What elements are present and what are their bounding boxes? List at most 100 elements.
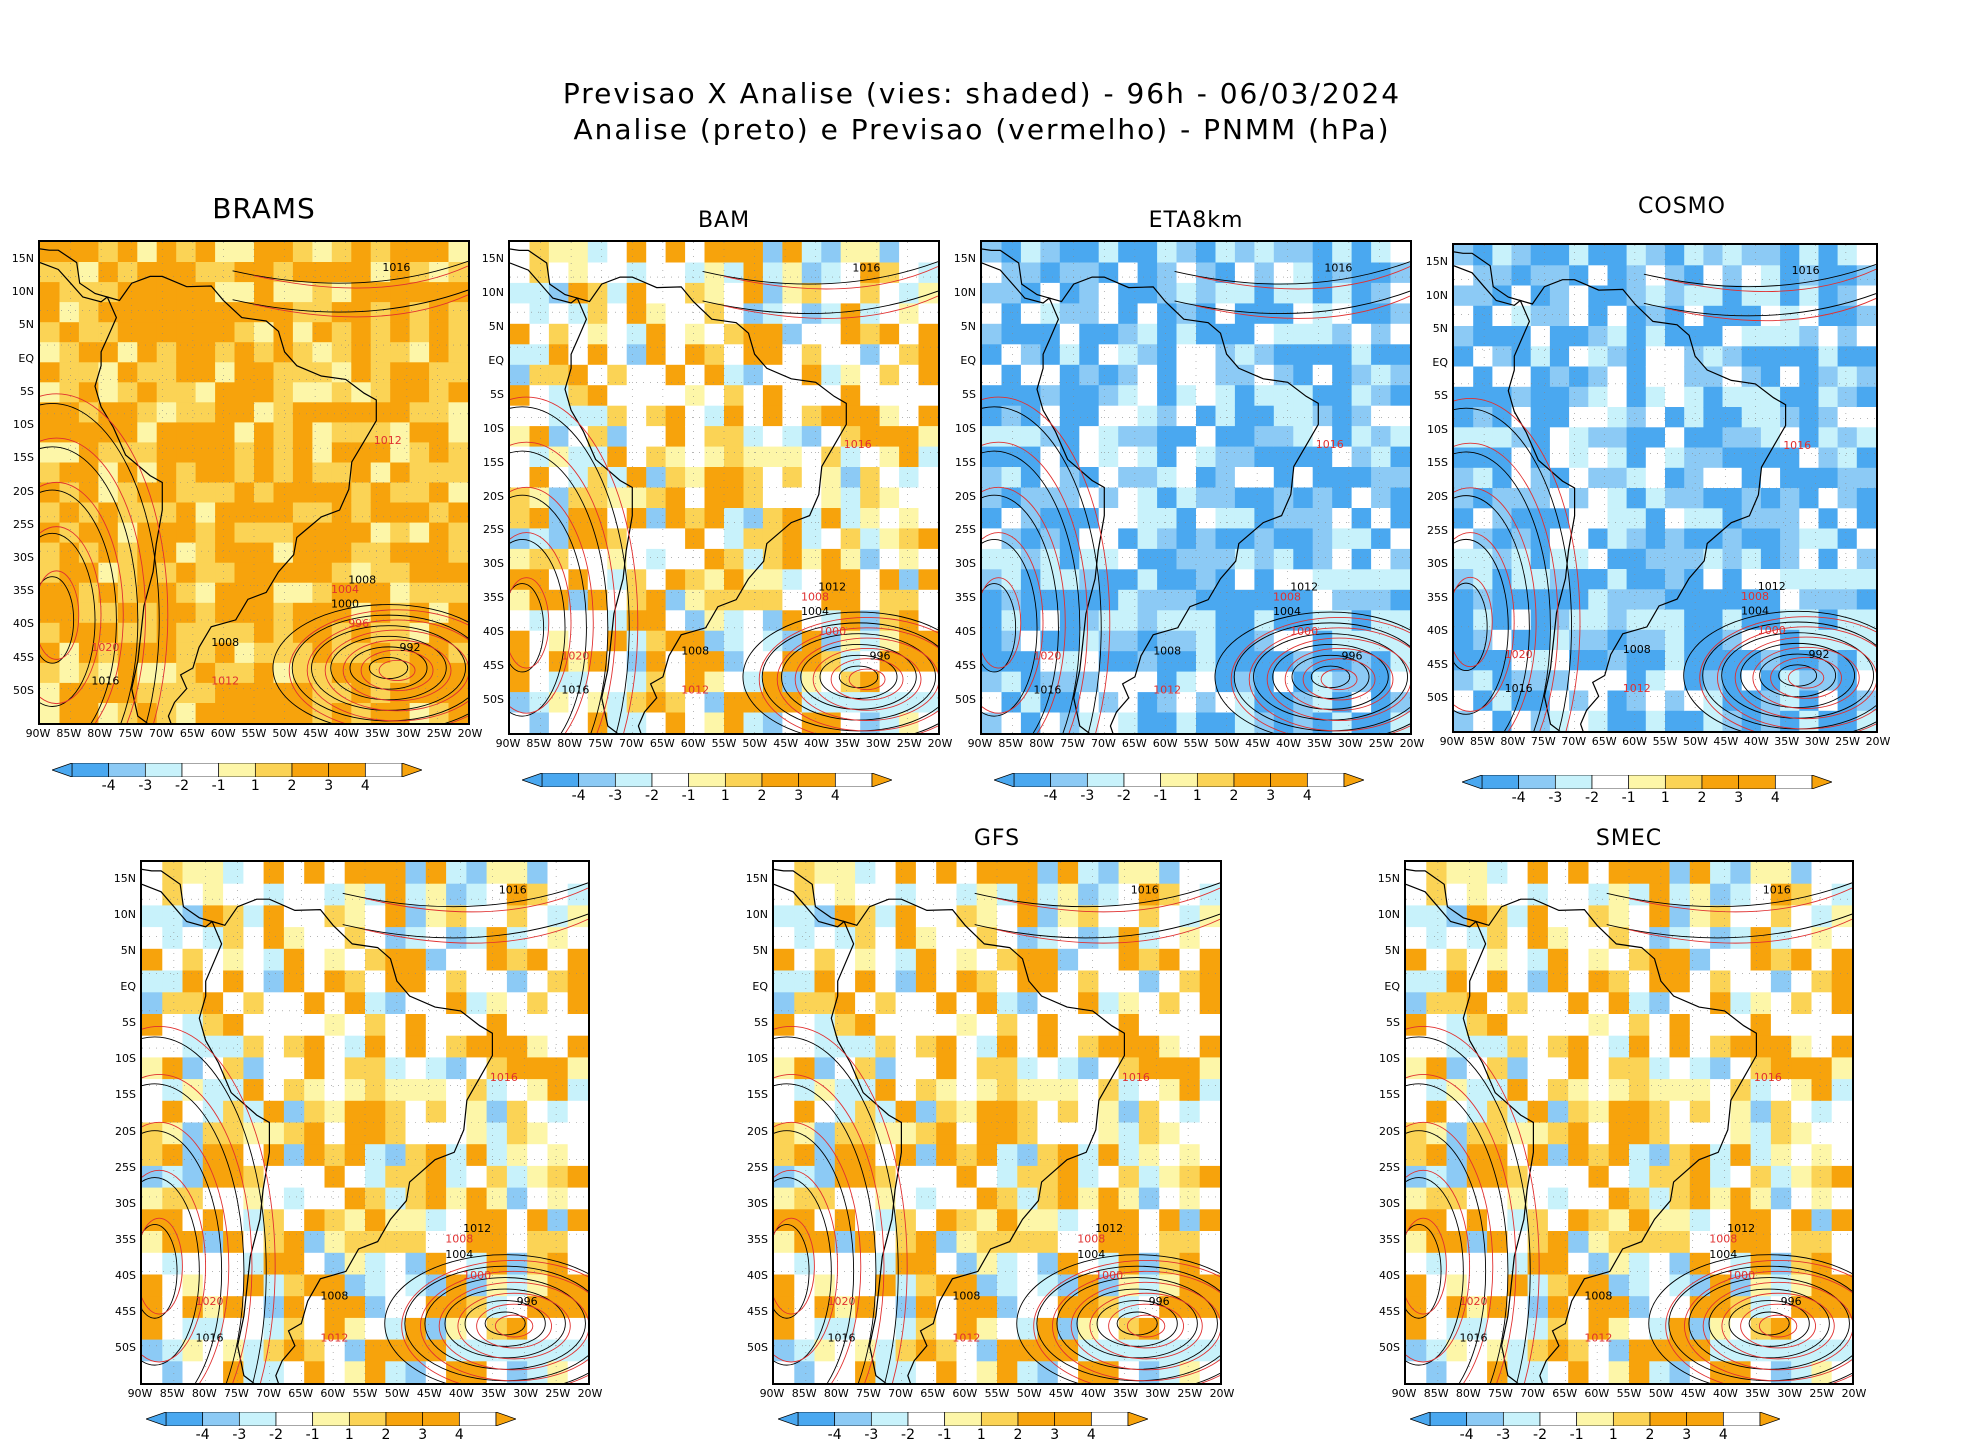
lat-tick-label: 10S [955, 421, 976, 435]
analysis-isobars [142, 882, 588, 1383]
colorbar [52, 763, 422, 777]
lat-tick-label: 40S [1379, 1268, 1400, 1282]
lon-tick-label: 55W [711, 737, 737, 750]
lat-tick-label: 45S [747, 1304, 768, 1318]
lon-tick-label: 50W [742, 737, 768, 750]
lon-tick-label: 85W [159, 1387, 185, 1400]
colorbar-tick-label: -2 [175, 778, 189, 794]
lon-tick-label: 55W [1652, 735, 1678, 748]
contour-label: 1000 [463, 1269, 491, 1282]
contour-label: 1016 [1122, 1071, 1150, 1084]
lon-tick-label: 70W [148, 727, 174, 740]
contour-label: 1004 [1077, 1248, 1105, 1261]
contour-label: 1000 [1290, 625, 1318, 638]
map-frame: 1016 1016 1012 1008 1004 1000 996 1020 1016 1012 1… [140, 860, 590, 1385]
lat-tick-label: 10N [953, 285, 976, 299]
lat-tick-label: 50S [747, 1340, 768, 1354]
lon-tick-label: 90W [967, 737, 993, 750]
contour-label: 1000 [1095, 1269, 1123, 1282]
lon-tick-label: 60W [1152, 737, 1178, 750]
contour-label: 1020 [1505, 648, 1533, 661]
bias-shading [1406, 862, 1852, 1383]
lat-tick-label: 25S [115, 1160, 136, 1174]
lon-tick-label: 30W [1777, 1387, 1803, 1400]
contour-label: 1012 [211, 675, 239, 688]
lon-tick-label: 35W [1306, 737, 1332, 750]
lon-tick-label: 80W [191, 1387, 217, 1400]
lat-tick-label: 50S [483, 693, 504, 707]
colorbar-tick-label: -2 [901, 1427, 915, 1443]
lon-tick-label: 85W [526, 737, 552, 750]
colorbar-tick-label: -3 [1496, 1427, 1511, 1443]
lon-tick-label: 30W [513, 1387, 539, 1400]
map-frame: 1016 1016 1012 1008 1004 1000 996 1020 1016 1012 1… [508, 240, 940, 735]
contour-label: 1012 [818, 581, 846, 594]
lat-tick-label: 25S [1379, 1160, 1400, 1174]
lon-tick-label: 50W [1016, 1387, 1042, 1400]
lat-tick-label: 25S [747, 1160, 768, 1174]
lat-tick-label: 15N [113, 872, 136, 885]
contour-label: 1008 [320, 1290, 348, 1303]
contour-label: 1012 [1727, 1222, 1755, 1235]
lat-tick-label: EQ [1384, 980, 1400, 994]
central-america-coastline [510, 248, 579, 304]
lon-tick-label: 75W [118, 727, 143, 740]
lat-tick-label: 15S [13, 451, 34, 465]
lon-tick-label: 70W [888, 1387, 913, 1400]
lat-tick-label: 5N [752, 944, 768, 958]
contour-label: 1020 [196, 1295, 224, 1308]
lon-tick-label: 60W [320, 1387, 346, 1400]
lat-tick-label: 40S [115, 1268, 136, 1282]
lon-tick-label: 20W [457, 727, 483, 740]
lon-tick-label: 30W [1145, 1387, 1171, 1400]
lon-tick-label: 45W [773, 737, 799, 750]
lon-tick-label: 90W [127, 1387, 153, 1400]
colorbar-tick-label: 1 [976, 1427, 986, 1443]
forecast-isobars [510, 266, 938, 733]
lon-tick-label: 55W [352, 1387, 378, 1400]
lat-tick-label: 5N [488, 319, 504, 333]
contour-label: 1008 [1623, 643, 1651, 656]
lon-tick-label: 60W [952, 1387, 978, 1400]
bias-shading [982, 242, 1410, 733]
lat-tick-label: 10N [745, 908, 768, 922]
contour-label: 1016 [852, 262, 880, 275]
colorbar-tick-label: -1 [1153, 788, 1168, 804]
south-america-coastline [564, 276, 847, 733]
lat-tick-label: 20S [955, 489, 976, 503]
lon-tick-label: 40W [1276, 737, 1301, 750]
lon-tick-label: 90W [1439, 735, 1465, 748]
lon-tick-label: 75W [588, 737, 613, 750]
lat-tick-label: 20S [1379, 1124, 1400, 1138]
contour-label: 1004 [445, 1248, 473, 1261]
contour-label: 1016 [1324, 262, 1352, 275]
lon-tick-label: 70W [1520, 1387, 1545, 1400]
colorbar-tick-label: 4 [454, 1427, 464, 1443]
lat-tick-label: 45S [1379, 1304, 1400, 1318]
lon-tick-label: 25W [896, 737, 922, 750]
contour-label: 1020 [828, 1295, 856, 1308]
colorbar-tick-label: -1 [937, 1427, 952, 1443]
lat-tick-label: 25S [483, 523, 504, 537]
colorbar-tick-label: 1 [1660, 790, 1670, 806]
colorbar-tick-label: 3 [324, 778, 334, 794]
lat-tick-label: 10S [483, 421, 504, 435]
graticule [1406, 862, 1852, 1383]
colorbar-tick-label: 2 [1645, 1427, 1655, 1443]
contour-label: 1012 [1290, 581, 1318, 594]
colorbar-tick-label: -3 [1548, 790, 1563, 806]
lon-tick-label: 90W [759, 1387, 785, 1400]
lon-tick-label: 65W [1591, 735, 1617, 748]
lat-tick-label: 25S [1427, 523, 1448, 537]
lat-tick-label: 15N [1377, 872, 1400, 885]
colorbar-tick-label: 3 [1682, 1427, 1692, 1443]
lat-tick-label: EQ [488, 353, 504, 367]
contour-label: 996 [1342, 649, 1363, 662]
lon-tick-label: 90W [1391, 1387, 1417, 1400]
contour-label: 1000 [1758, 624, 1786, 637]
figure-title-line1: Previsao X Analise (vies: shaded) - 96h … [562, 77, 1402, 110]
lat-tick-label: 5S [20, 384, 34, 398]
lon-tick-label: 40W [448, 1387, 474, 1400]
